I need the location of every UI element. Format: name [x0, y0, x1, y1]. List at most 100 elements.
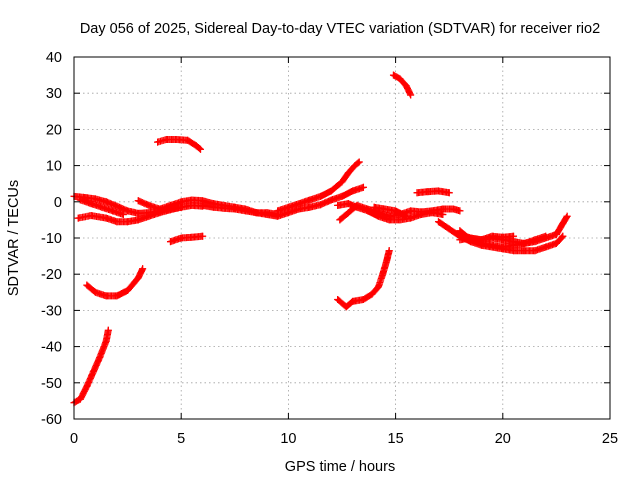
data-point [531, 247, 539, 255]
data-series-arc-20 [389, 71, 415, 99]
data-point [102, 198, 110, 206]
data-point [559, 220, 567, 228]
data-point [134, 216, 142, 224]
data-point [76, 196, 84, 204]
data-point [559, 232, 567, 240]
data-point [424, 188, 432, 196]
data-point [351, 162, 359, 170]
y-tick-label: 30 [46, 86, 62, 102]
data-point [413, 189, 421, 197]
data-point [306, 203, 314, 211]
data-point [407, 207, 415, 215]
data-point [456, 236, 464, 244]
data-point [389, 71, 397, 79]
y-tick-label: 0 [54, 195, 62, 211]
data-point [87, 200, 95, 208]
data-point [344, 169, 352, 177]
data-point [263, 210, 271, 218]
data-series [70, 71, 571, 407]
data-point [374, 283, 382, 291]
data-point [445, 189, 453, 197]
data-series-arc-18 [83, 265, 147, 300]
data-markers [83, 265, 147, 300]
data-point [177, 234, 185, 242]
data-series-arc-16 [154, 136, 204, 153]
data-point [531, 236, 539, 244]
data-point [188, 196, 196, 204]
data-point [434, 218, 442, 226]
y-tick-label: -30 [41, 303, 62, 319]
data-point [520, 247, 528, 255]
data-series-arc-3 [76, 196, 127, 218]
data-point [428, 207, 436, 215]
data-series-arc-6 [231, 183, 367, 220]
y-tick-label: 20 [46, 122, 62, 138]
data-point [449, 205, 457, 213]
data-series-arc-17 [166, 232, 207, 246]
data-point [166, 201, 174, 209]
data-point [96, 353, 104, 361]
data-point [231, 203, 239, 211]
data-point [173, 136, 181, 144]
x-tick-label: 15 [388, 431, 404, 447]
data-point [139, 265, 147, 273]
data-point [295, 200, 303, 208]
data-point [284, 203, 292, 211]
data-point [342, 303, 350, 311]
data-point [439, 205, 447, 213]
y-tick-label: 10 [46, 159, 62, 175]
data-point [76, 395, 84, 403]
y-tick-label: 40 [46, 50, 62, 66]
data-point [368, 290, 376, 298]
data-point [434, 187, 442, 195]
data-point [134, 209, 142, 217]
data-series-arc-11 [370, 203, 410, 220]
data-point [162, 136, 170, 144]
data-point [74, 214, 82, 222]
data-series-arc-21 [334, 247, 393, 311]
data-point [83, 382, 91, 390]
data-point [499, 233, 507, 241]
data-point [166, 238, 174, 246]
data-series-arc-19 [70, 326, 112, 407]
data-point [456, 207, 464, 215]
data-series-arc-10 [413, 187, 453, 197]
data-point [124, 218, 132, 226]
data-point [355, 158, 363, 166]
data-point [89, 368, 97, 376]
data-point [83, 281, 91, 289]
data-point [104, 326, 112, 334]
y-tick-label: -40 [41, 340, 62, 356]
data-point [177, 198, 185, 206]
data-point [196, 145, 204, 153]
data-point [336, 216, 344, 224]
data-series-arc-15 [456, 232, 518, 244]
data-point [359, 296, 367, 304]
data-point [274, 207, 282, 215]
data-point [124, 207, 132, 215]
data-point [477, 236, 485, 244]
data-point [91, 288, 99, 296]
data-point [334, 201, 342, 209]
x-tick-label: 0 [70, 431, 78, 447]
data-point [407, 91, 415, 99]
y-tick-label: -20 [41, 267, 62, 283]
data-point [407, 214, 415, 222]
data-point [402, 82, 410, 90]
data-series-arc-2 [74, 201, 207, 226]
data-point [327, 187, 335, 195]
x-tick-label: 20 [495, 431, 511, 447]
data-point [417, 208, 425, 216]
data-point [510, 232, 518, 240]
data-point [563, 212, 571, 220]
data-point [113, 218, 121, 226]
axes: 0 5 10 15 20 25 -60 -50 -40 -30 -20 -10 0 10 20 30 40 [41, 50, 618, 447]
data-point [252, 209, 260, 217]
data-point [124, 286, 132, 294]
data-point [192, 142, 200, 150]
data-point [510, 247, 518, 255]
data-point [499, 245, 507, 253]
data-point [379, 270, 387, 278]
